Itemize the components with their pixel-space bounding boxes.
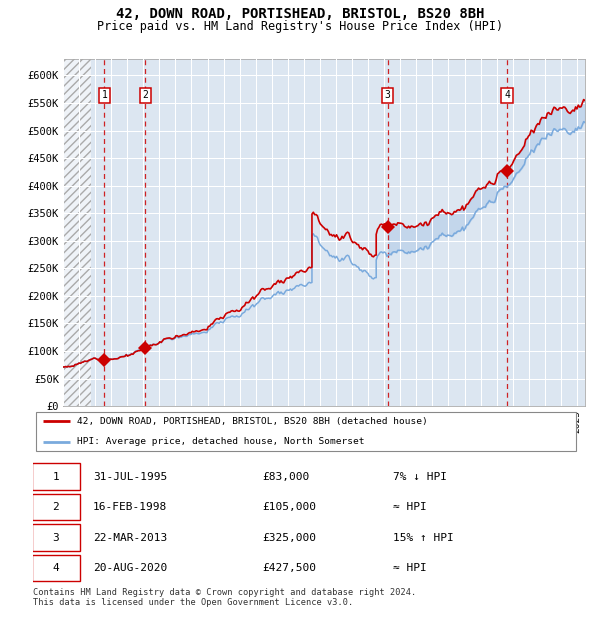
Text: 42, DOWN ROAD, PORTISHEAD, BRISTOL, BS20 8BH (detached house): 42, DOWN ROAD, PORTISHEAD, BRISTOL, BS20…: [77, 417, 427, 426]
Text: Contains HM Land Registry data © Crown copyright and database right 2024.
This d: Contains HM Land Registry data © Crown c…: [33, 588, 416, 607]
Text: ≈ HPI: ≈ HPI: [394, 563, 427, 573]
Text: 4: 4: [504, 91, 510, 100]
Text: 7% ↓ HPI: 7% ↓ HPI: [394, 472, 448, 482]
FancyBboxPatch shape: [32, 463, 80, 490]
Text: 22-MAR-2013: 22-MAR-2013: [93, 533, 167, 542]
Text: 1: 1: [53, 472, 59, 482]
Bar: [63, 59, 91, 406]
Text: 2: 2: [53, 502, 59, 512]
Text: 15% ↑ HPI: 15% ↑ HPI: [394, 533, 454, 542]
Text: Price paid vs. HM Land Registry's House Price Index (HPI): Price paid vs. HM Land Registry's House …: [97, 20, 503, 33]
Text: 3: 3: [53, 533, 59, 542]
Text: 16-FEB-1998: 16-FEB-1998: [93, 502, 167, 512]
Text: 4: 4: [53, 563, 59, 573]
Text: 1: 1: [101, 91, 107, 100]
FancyBboxPatch shape: [36, 412, 576, 451]
Text: ≈ HPI: ≈ HPI: [394, 502, 427, 512]
FancyBboxPatch shape: [32, 525, 80, 551]
FancyBboxPatch shape: [32, 555, 80, 582]
Bar: [63, 59, 91, 406]
Text: £83,000: £83,000: [262, 472, 310, 482]
Text: 20-AUG-2020: 20-AUG-2020: [93, 563, 167, 573]
Text: HPI: Average price, detached house, North Somerset: HPI: Average price, detached house, Nort…: [77, 437, 364, 446]
FancyBboxPatch shape: [32, 494, 80, 521]
Text: £325,000: £325,000: [262, 533, 316, 542]
Text: 3: 3: [385, 91, 391, 100]
Text: 42, DOWN ROAD, PORTISHEAD, BRISTOL, BS20 8BH: 42, DOWN ROAD, PORTISHEAD, BRISTOL, BS20…: [116, 7, 484, 22]
Text: £105,000: £105,000: [262, 502, 316, 512]
Text: 2: 2: [142, 91, 148, 100]
Text: £427,500: £427,500: [262, 563, 316, 573]
Text: 31-JUL-1995: 31-JUL-1995: [93, 472, 167, 482]
